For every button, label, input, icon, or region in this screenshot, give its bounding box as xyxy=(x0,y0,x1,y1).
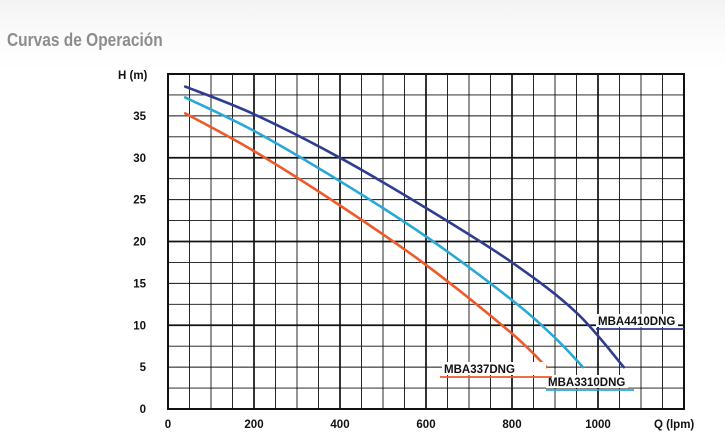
y-tick-label: 0 xyxy=(140,404,146,416)
y-tick-label: 15 xyxy=(133,278,146,290)
x-tick-label: 1000 xyxy=(585,419,611,431)
y-axis-label: H (m) xyxy=(118,70,148,82)
y-tick-label: 10 xyxy=(133,320,146,332)
series-label-mba337dng: MBA337DNG xyxy=(444,364,515,376)
x-tick-label: 400 xyxy=(330,419,349,431)
curve-mba3310dng xyxy=(183,96,585,369)
plot-border xyxy=(167,73,685,410)
chart-grid xyxy=(167,73,685,410)
x-tick-label: 0 xyxy=(165,419,171,431)
x-tick-label: 200 xyxy=(244,419,263,431)
y-tick-label: 20 xyxy=(133,237,146,249)
series-labels: MBA4410DNG MBA3310DNG MBA337DNG xyxy=(440,314,684,391)
series-label-bg xyxy=(546,375,628,388)
y-tick-label: 30 xyxy=(133,153,146,165)
chart-curves xyxy=(183,85,626,369)
x-axis-label: Q (lpm) xyxy=(654,419,694,431)
x-tick-label: 800 xyxy=(502,419,521,431)
y-tick-label: 25 xyxy=(133,195,146,207)
curve-mba337dng xyxy=(183,112,548,369)
series-label-mba4410dng: MBA4410DNG xyxy=(598,316,675,328)
y-tick-labels: 0 5 10 15 20 25 30 35 xyxy=(133,111,146,416)
series-label-mba3310dng: MBA3310DNG xyxy=(548,377,625,389)
page-title: Curvas de Operación xyxy=(7,30,163,50)
x-tick-labels: 0 200 400 600 800 1000 xyxy=(165,419,611,431)
x-tick-label: 600 xyxy=(416,419,435,431)
series-label-bg xyxy=(596,314,678,327)
plot-frame xyxy=(167,73,685,410)
series-label-bg xyxy=(442,362,546,375)
header-band xyxy=(0,0,725,70)
curve-mba4410dng xyxy=(183,85,626,369)
y-tick-label: 35 xyxy=(133,111,146,123)
y-tick-label: 5 xyxy=(140,362,147,374)
